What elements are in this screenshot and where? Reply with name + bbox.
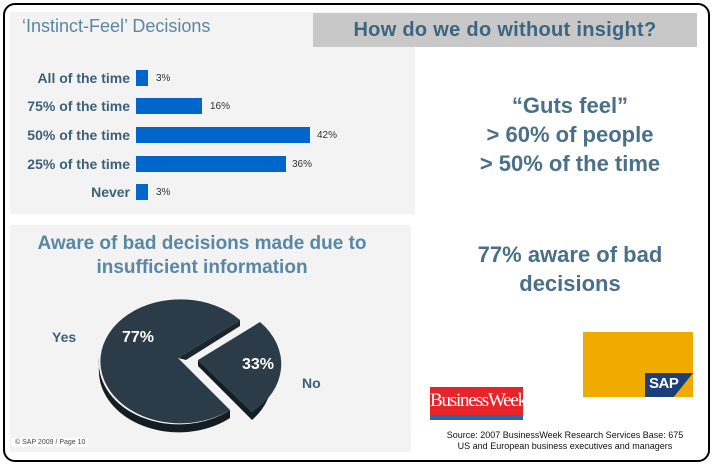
sap-logo: SAP [583, 332, 693, 397]
pie-slice-no-edge [198, 360, 252, 420]
bar [136, 70, 148, 86]
businessweek-logo: BusinessWeek [430, 387, 523, 420]
copyright: © SAP 2009 / Page 10 [12, 438, 89, 447]
callout-line: 77% aware of bad [477, 242, 663, 267]
pie-slice-yes [100, 299, 240, 424]
bar-value: 3% [156, 73, 171, 84]
bar [136, 184, 148, 200]
bar-value: 42% [317, 130, 338, 141]
pie-title-line2: insufficient information [96, 257, 308, 278]
bar-row: 50% of the time 42% [0, 126, 400, 144]
guts-feel-callout: “Guts feel” > 60% of people > 50% of the… [430, 91, 710, 178]
pie-pct-no: 33% [242, 356, 275, 373]
bar-label: 25% of the time [27, 156, 130, 172]
bar-row: 75% of the time 16% [0, 97, 400, 115]
pie-slice-yes-edge [178, 320, 240, 360]
businessweek-logo-stripe [430, 415, 523, 420]
bar [136, 156, 286, 172]
bar-label: 50% of the time [27, 127, 130, 143]
bar-label: 75% of the time [27, 98, 130, 114]
pie-chart [98, 299, 282, 433]
slide-title: How do we do without insight? [313, 13, 697, 47]
callout-line: decisions [519, 271, 621, 296]
bar [136, 127, 310, 143]
pie-slice-no [198, 322, 282, 412]
pie-legend-no: No [302, 375, 321, 391]
sap-logo-text: SAP [649, 375, 679, 392]
bar-value: 36% [292, 159, 313, 170]
pie-title-line1: Aware of bad decisions made due to [37, 233, 367, 254]
source-line: US and European business executives and … [457, 441, 673, 451]
pie-legend-yes: Yes [52, 329, 77, 345]
bar-row: Never 3% [0, 183, 400, 201]
businessweek-logo-text: BusinessWeek [430, 390, 523, 411]
source-note: Source: 2007 BusinessWeek Research Servi… [425, 430, 705, 452]
callout-line: “Guts feel” [511, 93, 629, 118]
bar [136, 98, 202, 114]
pie-slice-yes-side [98, 358, 230, 433]
aware-callout: 77% aware of bad decisions [430, 240, 710, 298]
sap-logo-tab: SAP [645, 373, 693, 397]
pie-pct-yes: 77% [122, 329, 155, 346]
bar-chart-title: ‘Instinct-Feel’ Decisions [22, 16, 211, 36]
bar-label: Never [91, 184, 130, 200]
bar-value: 3% [156, 187, 171, 198]
source-line: Source: 2007 BusinessWeek Research Servi… [446, 430, 684, 440]
bar-row: 25% of the time 36% [0, 155, 400, 173]
bar-value: 16% [210, 101, 231, 112]
callout-line: > 60% of people [486, 122, 654, 147]
bar-label: All of the time [37, 70, 130, 86]
callout-line: > 50% of the time [479, 151, 661, 176]
bar-row: All of the time 3% [0, 69, 400, 87]
pie-chart-title: Aware of bad decisions made due to insuf… [22, 232, 382, 280]
